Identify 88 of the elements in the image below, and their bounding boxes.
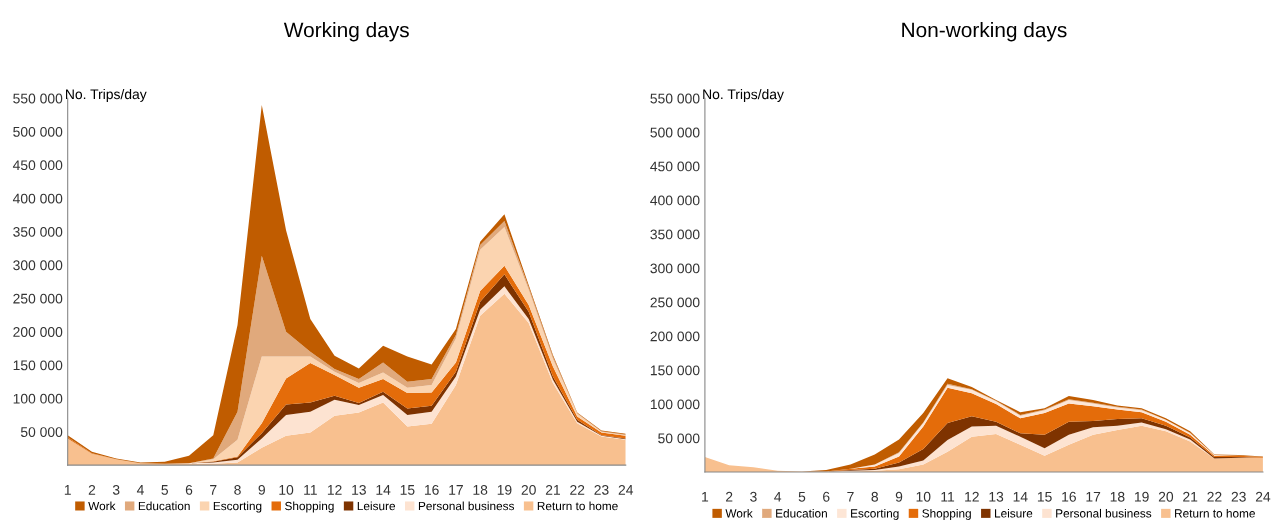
y-tick-label: 450 000 — [12, 160, 63, 171]
y-tick-label: 100 000 — [13, 393, 63, 404]
x-tick-label: 12 — [327, 484, 342, 495]
x-tick-label: 20 — [1158, 491, 1174, 502]
x-tick-label: 2 — [88, 484, 96, 495]
x-tick-label: 17 — [449, 485, 463, 495]
y-tick-label: 250 000 — [650, 297, 700, 308]
x-tick-label: 21 — [1183, 491, 1198, 502]
y-tick-label: 500 000 — [13, 126, 63, 137]
y-tick-label: 550 000 — [13, 93, 63, 104]
x-tick-label: 7 — [847, 492, 854, 502]
x-tick-label: 22 — [570, 484, 585, 495]
legend-label: Escorting — [213, 501, 262, 513]
y-tick-label: 350 000 — [650, 229, 700, 240]
x-tick-label: 2 — [726, 491, 733, 502]
x-tick-label: 19 — [497, 484, 512, 495]
chart-title: Working days — [283, 22, 409, 42]
legend-label: Leisure — [995, 508, 1033, 518]
x-tick-label: 23 — [594, 484, 609, 495]
x-tick-label: 8 — [871, 491, 878, 502]
x-tick-label: 21 — [545, 484, 560, 495]
x-tick-label: 12 — [965, 491, 979, 502]
x-tick-label: 4 — [774, 492, 782, 502]
y-tick-label: 150 000 — [13, 360, 63, 371]
y-tick-label: 400 000 — [650, 195, 700, 206]
legend-label: Personal business — [1056, 508, 1152, 518]
y-tick-label: 100 000 — [650, 399, 700, 410]
x-tick-label: 19 — [1134, 491, 1149, 502]
x-tick-label: 9 — [258, 484, 265, 495]
x-tick-label: 24 — [618, 484, 634, 495]
x-tick-label: 5 — [798, 492, 806, 502]
chart-title: Non-working days — [902, 22, 1067, 42]
x-tick-label: 11 — [304, 485, 317, 495]
x-tick-label: 18 — [1110, 491, 1125, 502]
y-tick-label: 150 000 — [650, 365, 700, 376]
y-tick-label: 250 000 — [13, 293, 63, 304]
y-tick-label: 300 000 — [13, 260, 63, 271]
x-tick-label: 9 — [895, 491, 903, 502]
y-tick-label: 50 000 — [658, 433, 700, 444]
legend-label: Work — [725, 508, 753, 518]
x-tick-label: 23 — [1231, 491, 1246, 502]
x-tick-label: 6 — [185, 484, 193, 495]
y-tick-label: 50 000 — [20, 427, 63, 437]
legend-label: Shopping — [285, 501, 334, 513]
x-tick-label: 5 — [161, 485, 169, 495]
legend-label: Return to home — [537, 501, 618, 511]
y-tick-label: 400 000 — [12, 193, 63, 204]
y-axis-title: No. Trips/day — [703, 89, 784, 102]
x-tick-label: 13 — [989, 491, 1004, 502]
legend-label: Leisure — [357, 501, 396, 511]
x-tick-label: 11 — [941, 492, 955, 502]
x-tick-label: 7 — [210, 485, 217, 495]
x-tick-label: 3 — [112, 484, 120, 495]
x-tick-label: 24 — [1255, 491, 1271, 502]
y-tick-label: 500 000 — [650, 127, 700, 138]
y-axis-title: No. Trips/day — [66, 88, 147, 102]
x-tick-label: 18 — [473, 484, 488, 495]
legend-label: Return to home — [1175, 508, 1255, 518]
legend-label: Education — [776, 508, 827, 518]
legend-label: Work — [88, 501, 116, 511]
x-tick-label: 10 — [279, 484, 294, 495]
x-tick-label: 15 — [1037, 492, 1052, 502]
x-tick-label: 16 — [424, 484, 439, 495]
legend-label: Education — [138, 501, 190, 511]
x-tick-label: 17 — [1086, 492, 1101, 502]
x-tick-label: 22 — [1207, 491, 1222, 502]
x-tick-label: 14 — [376, 485, 391, 495]
x-tick-label: 6 — [823, 491, 830, 502]
legend-label: Escorting — [851, 508, 899, 520]
x-tick-label: 3 — [750, 491, 757, 502]
y-tick-label: 300 000 — [650, 263, 700, 274]
y-tick-label: 350 000 — [13, 226, 63, 237]
x-tick-label: 8 — [234, 484, 241, 495]
y-tick-label: 200 000 — [650, 331, 700, 342]
legend-label: Shopping — [922, 508, 971, 520]
legend-label: Personal business — [418, 501, 515, 511]
x-tick-label: 10 — [916, 491, 931, 502]
x-tick-label: 15 — [400, 485, 415, 495]
y-tick-label: 200 000 — [13, 327, 63, 337]
x-tick-label: 14 — [1013, 492, 1028, 502]
y-tick-label: 550 000 — [650, 93, 700, 104]
x-tick-label: 16 — [1062, 491, 1076, 502]
x-tick-label: 20 — [521, 484, 536, 495]
x-tick-label: 4 — [136, 485, 144, 495]
x-tick-label: 13 — [352, 484, 366, 495]
y-tick-label: 450 000 — [650, 161, 700, 172]
x-tick-label: 1 — [64, 485, 71, 495]
x-tick-label: 1 — [702, 492, 709, 502]
